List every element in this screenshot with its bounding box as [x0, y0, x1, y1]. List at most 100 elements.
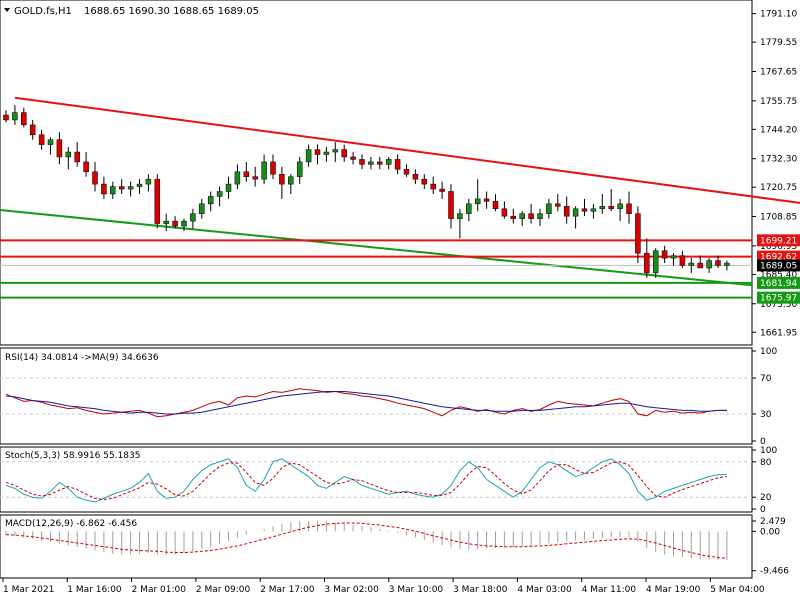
candle-body: [394, 159, 401, 170]
candle-body: [608, 206, 614, 210]
macd-pane-background: [0, 514, 753, 579]
candle-body: [359, 159, 365, 165]
price-tick-label: 1685.40: [760, 270, 797, 280]
candle-body: [332, 149, 339, 153]
price-tick-label: 1673.50: [760, 300, 797, 310]
candle-body: [21, 112, 27, 126]
price-tag-box: [757, 259, 800, 272]
candle-body: [706, 260, 712, 269]
price-tick-label: 1720.75: [760, 183, 797, 193]
axis-tick-label: 100: [760, 446, 777, 456]
candlesticks: [3, 105, 730, 278]
price-tick-label: 1708.85: [760, 213, 797, 223]
macd-signal-line: [5, 522, 727, 559]
candle-body: [439, 188, 445, 192]
rsi-title: RSI(14) 34.0814 ->MA(9) 34.6636: [5, 353, 159, 363]
price-pane-background: [0, 0, 753, 346]
candle-body: [403, 169, 410, 175]
candle-body: [581, 208, 588, 212]
price-tag-box: [757, 234, 800, 247]
candle-body: [519, 213, 525, 219]
time-tick-label: 2 Mar 01:00: [132, 585, 187, 595]
candle-body: [47, 139, 54, 145]
candle-body: [323, 151, 330, 155]
candle-body: [181, 220, 187, 227]
candle-body: [216, 191, 223, 197]
candle-body: [510, 215, 517, 219]
candle-body: [110, 186, 116, 195]
candle-body: [412, 173, 419, 180]
rsi-levels: [0, 377, 752, 415]
price-tick-label: 1661.95: [760, 328, 797, 338]
time-tick-label: 1 Mar 16:00: [67, 585, 122, 595]
candle-body: [670, 255, 677, 259]
candle-body: [457, 213, 463, 219]
candle-body: [74, 151, 80, 163]
rsi-pane: 100 70 30 0 RSI(14) 34.0814 ->MA(9) 34.6636: [0, 347, 777, 447]
price-tick-label: 1755.75: [760, 97, 797, 107]
time-tick-label: 2 Mar 09:00: [196, 585, 251, 595]
candle-body: [118, 186, 125, 190]
price-tick-label: 1779.55: [760, 38, 797, 48]
candle-body: [652, 250, 659, 274]
candle-body: [679, 255, 686, 266]
candle-body: [12, 112, 18, 121]
candle-body: [163, 220, 169, 224]
candle-body: [546, 203, 552, 214]
time-tick-label: 4 Mar 03:00: [517, 585, 572, 595]
price-tag-label: 1689.05: [760, 261, 797, 271]
axis-tick-label: 20: [760, 493, 772, 503]
symbol-label: GOLD.fs,H1: [14, 6, 72, 17]
candle-body: [421, 178, 428, 185]
candle-body: [590, 208, 597, 212]
candle-body: [466, 203, 472, 214]
candle-body: [377, 161, 383, 165]
stoch-pane-background: [0, 446, 753, 513]
time-axis: 1 Mar 2021 1 Mar 16:00 2 Mar 01:00 2 Mar 09…: [2, 578, 765, 595]
stoch-levels: [0, 461, 752, 498]
price-tick-label: 1791.10: [760, 10, 797, 20]
macd-signal: [5, 522, 727, 559]
candle-body: [688, 262, 695, 266]
candle-body: [715, 260, 721, 266]
axis-tick-label: 0: [760, 437, 766, 447]
time-tick-label: 4 Mar 19:00: [646, 585, 701, 595]
candle-body: [65, 151, 72, 158]
candle-body: [385, 159, 392, 165]
price-tag-box: [757, 276, 800, 289]
candle-body: [483, 198, 490, 202]
axis-tick-label: 80: [760, 458, 772, 468]
candle-body: [252, 176, 258, 180]
candle-body: [38, 134, 45, 145]
price-pane: 1791.10 1779.55 1767.65 1755.75 1744.20 1732.…: [0, 0, 800, 346]
collapse-triangle-icon[interactable]: [4, 8, 10, 12]
candle-body: [724, 262, 730, 266]
candle-body: [92, 171, 98, 185]
resistance-trendline: [14, 96, 800, 204]
time-tick-label: 5 Mar 04:00: [710, 585, 765, 595]
price-axis: 1791.10 1779.55 1767.65 1755.75 1744.20 1732.…: [752, 10, 797, 338]
candle-body: [626, 203, 632, 214]
time-tick-label: 3 Mar 10:00: [389, 585, 444, 595]
axis-tick-label: 2.479: [760, 517, 786, 527]
stoch_main-line: [5, 458, 727, 503]
candle-body: [599, 206, 606, 210]
rsi_ma-line: [5, 391, 727, 415]
candle-body: [537, 213, 543, 219]
price-tag-label: 1681.94: [760, 279, 797, 289]
axis-tick-label: 0.00: [760, 527, 780, 537]
candle-body: [288, 176, 294, 185]
price-tick-label: 1767.65: [760, 67, 797, 77]
trend-lines: [0, 96, 800, 299]
candle-body: [234, 171, 241, 185]
candle-body: [430, 183, 436, 190]
candle-body: [83, 161, 89, 173]
candle-body: [572, 208, 579, 217]
axis-tick-label: 30: [760, 410, 772, 420]
axis-tick-label: 100: [760, 347, 777, 357]
candle-body: [29, 124, 36, 136]
axis-tick-label: 70: [760, 374, 772, 384]
candle-body: [501, 208, 508, 217]
